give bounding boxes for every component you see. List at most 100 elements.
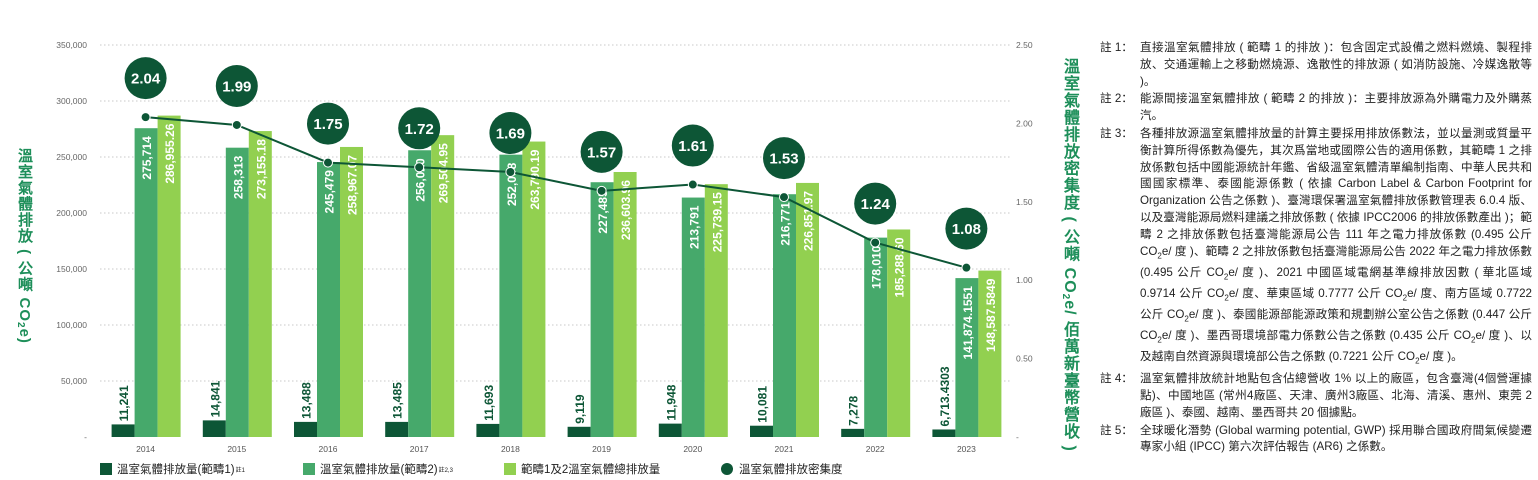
- chart-legend: 溫室氣體排放量(範疇1) 註1 溫室氣體排放量(範疇2) 註2,3 範疇1及2溫室氣體總…: [100, 461, 1060, 479]
- note-text: 各種排放源溫室氣體排放量的計算主要採用排放係數法，並以量測或質量平衡計算所得係數…: [1140, 126, 1532, 366]
- y-right-tick-label: -: [1016, 432, 1019, 442]
- bar-value-label: 263,790.19: [528, 149, 542, 209]
- y-right-tick-label: 1.00: [1016, 275, 1033, 285]
- note-item: 註 5： 全球暖化潛勢 (Global warming potential, GW…: [1100, 423, 1532, 457]
- note-label: 註 4：: [1100, 372, 1133, 386]
- note-text: 直接溫室氣體排放 ( 範疇 1 的排放 )：包含固定式設備之燃料燃燒、製程排放、…: [1140, 41, 1532, 88]
- intensity-value-label: 1.72: [405, 121, 434, 138]
- x-tick-label: 2017: [410, 444, 429, 454]
- y-left-tick-label: 200,000: [56, 208, 87, 218]
- intensity-bubble: [854, 182, 897, 225]
- bar-value-label: 227,485: [596, 190, 610, 234]
- bar-value-label: 13,488: [300, 382, 314, 419]
- y-right-tick-label: 1.50: [1016, 197, 1033, 207]
- y-left-tick-label: 150,000: [56, 264, 87, 274]
- bar-scope2: [681, 197, 705, 437]
- y-left-tick-label: 100,000: [56, 320, 87, 330]
- y-right-tick-label: 2.50: [1016, 40, 1033, 50]
- intensity-value-label: 1.57: [587, 144, 616, 161]
- bar-scope2: [773, 194, 796, 437]
- intensity-value-label: 1.24: [861, 196, 891, 213]
- legend-label: 溫室氣體排放量(範疇2): [320, 464, 438, 476]
- bar-value-label: 11,241: [117, 385, 131, 421]
- x-tick-label: 2019: [592, 444, 611, 454]
- bar-scope1: [111, 424, 135, 437]
- bar-total: [704, 184, 728, 437]
- bar-value-label: 9,119: [573, 394, 587, 424]
- bar-scope2: [134, 128, 158, 437]
- bar-value-label: 226,851.97: [802, 191, 816, 251]
- legend-item: 溫室氣體排放量(範疇1) 註1: [100, 461, 245, 477]
- bar-value-label: 141,874.1551: [961, 286, 975, 360]
- intensity-bubble: [307, 102, 349, 145]
- legend-footnote-ref: 註2,3: [438, 467, 453, 474]
- bar-scope1: [750, 425, 773, 437]
- x-tick-label: 2023: [957, 444, 976, 454]
- note-text: 全球暖化潛勢 (Global warming potential, GWP) 採…: [1140, 423, 1532, 454]
- notes-panel: 註 1： 直接溫室氣體排放 ( 範疇 1 的排放 )：包含固定式設備之燃料燃燒、製…: [1100, 40, 1532, 457]
- bar-value-label: 7,278: [847, 395, 861, 425]
- legend-label: 範疇1及2溫室氣體總排放量: [521, 464, 661, 476]
- intensity-point: [231, 119, 242, 130]
- intensity-point: [961, 262, 972, 273]
- x-tick-label: 2021: [775, 444, 794, 454]
- bar-value-label: 213,791: [687, 205, 701, 249]
- intensity-bubble: [671, 124, 714, 167]
- bar-value-label: 185,288.60: [893, 237, 907, 297]
- bar-scope1: [202, 420, 226, 437]
- note-label: 註 3：: [1100, 126, 1133, 140]
- chart-canvas: - 50,000 100,000 150,000 200,000 250,000 300,0…: [56, 40, 1033, 454]
- bar-value-label: 11,948: [664, 384, 678, 420]
- bar-scope2: [408, 150, 432, 437]
- intensity-bubble: [945, 207, 988, 250]
- bar-value-label: 148,587.5849: [984, 278, 998, 352]
- x-tick-label: 2014: [136, 444, 155, 454]
- y-right-tick-label: 0.50: [1016, 354, 1033, 364]
- intensity-bubble: [489, 112, 532, 155]
- bar-value-label: 225,739.15: [710, 192, 724, 252]
- intensity-point: [323, 157, 333, 168]
- bar-scope1: [385, 421, 409, 437]
- legend-item: 溫室氣體排放量(範疇2) 註2,3: [303, 461, 453, 477]
- intensity-point: [414, 162, 425, 173]
- bar-value-label: 11,693: [482, 385, 496, 421]
- emissions-chart: - 50,000 100,000 150,000 200,000 250,000 300,0…: [15, 40, 1078, 454]
- bar-total: [522, 141, 546, 437]
- bar-total: [157, 115, 181, 437]
- bar-total: [796, 182, 819, 437]
- y-left-tick-label: 300,000: [56, 96, 87, 106]
- bar-scope1: [841, 428, 865, 437]
- bar-scope2: [955, 278, 979, 437]
- intensity-bubble: [124, 57, 167, 100]
- x-tick-label: 2015: [227, 444, 246, 454]
- bar-value-label: 273,155.18: [254, 139, 268, 199]
- bar-value-label: 258,967.07: [346, 155, 360, 215]
- bar-total: [340, 146, 363, 437]
- bar-value-label: 6,713.4303: [938, 366, 952, 426]
- intensity-point: [140, 112, 151, 123]
- bar-value-label: 258,313: [231, 155, 245, 199]
- y-left-tick-label: 50,000: [61, 376, 87, 386]
- x-tick-label: 2016: [319, 444, 338, 454]
- bar-total: [431, 135, 455, 437]
- bar-value-label: 245,479: [323, 170, 337, 214]
- legend-footnote-ref: 註1: [235, 467, 245, 474]
- intensity-point: [505, 167, 516, 178]
- note-item: 註 2： 能源間接溫室氣體排放 ( 範疇 2 的排放 )：主要排放源為外購電力及外…: [1100, 91, 1532, 125]
- bar-scope2: [499, 154, 523, 437]
- y-left-tick-label: 250,000: [56, 152, 87, 162]
- intensity-point: [596, 185, 607, 196]
- y-left-tick-label: 350,000: [56, 40, 87, 50]
- bar-value-label: 13,485: [391, 382, 405, 419]
- note-item: 註 1： 直接溫室氣體排放 ( 範疇 1 的排放 )：包含固定式設備之燃料燃燒、製…: [1100, 40, 1532, 90]
- bar-value-label: 178,010: [870, 245, 884, 289]
- x-tick-label: 2018: [501, 444, 520, 454]
- intensity-bubble: [580, 130, 623, 173]
- x-tick-label: 2022: [866, 444, 885, 454]
- bar-scope1: [294, 421, 317, 437]
- y-left-tick-label: -: [84, 432, 87, 442]
- legend-swatch: [100, 463, 112, 475]
- note-text: 能源間接溫室氣體排放 ( 範疇 2 的排放 )：主要排放源為外購電力及外購蒸汽。: [1140, 92, 1532, 123]
- legend-item: 溫室氣體排放密集度: [721, 461, 843, 477]
- bar-scope2: [225, 147, 249, 437]
